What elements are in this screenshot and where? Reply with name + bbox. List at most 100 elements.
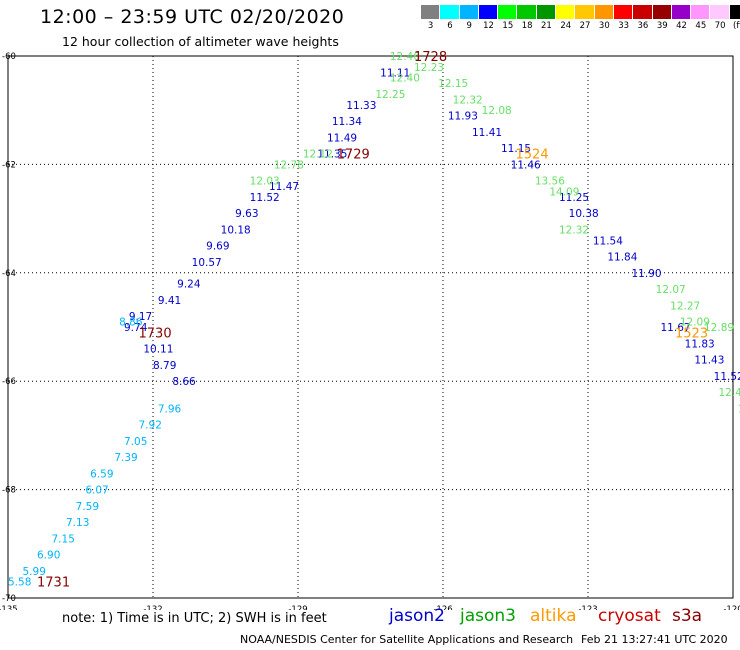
wave-height-label: 7.96 <box>158 403 182 415</box>
wave-height-label: 12.49 <box>738 403 740 415</box>
y-tick-label: -68 <box>2 486 16 496</box>
legend-altika: altika <box>530 606 577 626</box>
y-tick-label: -64 <box>2 269 16 279</box>
plot-frame <box>7 55 734 599</box>
wave-height-label: 13.56 <box>535 176 565 188</box>
wave-height-label: 9.69 <box>206 241 229 253</box>
wave-height-label: 11.25 <box>559 192 589 204</box>
wave-height-label: 10.18 <box>221 224 251 236</box>
wave-height-label: 11.54 <box>593 235 623 247</box>
scale-swatch <box>613 5 634 19</box>
scale-label: 12 <box>483 21 494 31</box>
scale-swatch <box>421 5 441 19</box>
scale-label: 3 <box>427 21 434 31</box>
wave-height-label: 11.43 <box>694 355 724 367</box>
y-tick-label: -60 <box>2 52 16 62</box>
x-tick-label: -123 <box>578 605 597 610</box>
wave-height-label: 9.74 <box>124 322 148 334</box>
wave-height-label: 11.41 <box>472 127 502 139</box>
scale-label: 70 <box>714 21 726 31</box>
y-tick-label: -62 <box>2 160 16 170</box>
wave-height-label: 11.15 <box>501 143 531 155</box>
wave-height-color-scale <box>421 5 740 19</box>
scale-swatch <box>633 5 653 19</box>
scale-label: 33 <box>618 21 630 31</box>
wave-height-label: 7.39 <box>114 452 137 464</box>
wave-height-label: 11.11 <box>380 67 410 79</box>
scale-swatch <box>729 5 740 19</box>
wave-height-label: 11.49 <box>327 132 357 144</box>
wave-height-label: 9.63 <box>235 208 258 220</box>
time-label: 1730 <box>139 326 172 341</box>
wave-height-label: 12.23 <box>414 62 444 74</box>
scale-swatch <box>691 5 711 19</box>
scale-swatch <box>498 5 518 19</box>
wave-height-label: 11.84 <box>607 252 637 264</box>
wave-height-label: 12.07 <box>656 284 686 296</box>
wave-height-label: 11.33 <box>346 100 376 112</box>
wave-height-label: 10.38 <box>569 208 599 220</box>
scale-label: 15 <box>502 21 514 31</box>
legend-jason3: jason3 <box>460 606 516 626</box>
wave-height-label: 12.46 <box>390 51 420 63</box>
scale-label: 36 <box>637 21 649 31</box>
scale-label: 9 <box>466 21 472 31</box>
scale-swatch <box>459 5 479 19</box>
wave-height-label: 12.08 <box>482 105 512 117</box>
scale-swatch <box>671 5 692 19</box>
wave-height-label: 11.52 <box>250 192 280 204</box>
scale-swatch <box>556 5 576 19</box>
x-tick-label: -135 <box>0 605 18 610</box>
time-label: 1524 <box>516 148 549 163</box>
wave-height-label: 6.07 <box>85 485 108 497</box>
scale-label: (ft) <box>733 21 740 31</box>
scale-label: 24 <box>560 21 572 31</box>
wave-height-label: 6.90 <box>37 550 60 562</box>
chart-subtitle: 12 hour collection of altimeter wave hei… <box>62 34 339 49</box>
wave-height-label: 10.57 <box>192 257 222 269</box>
wave-height-label: 12.12 <box>303 149 333 161</box>
chart-title: 12:00 – 23:59 UTC 02/20/2020 <box>40 6 345 28</box>
wave-height-label: 12.15 <box>438 78 468 90</box>
scale-swatch <box>710 5 730 19</box>
x-tick-label: -132 <box>143 605 162 610</box>
wave-height-label: 9.41 <box>158 295 181 307</box>
wave-height-label: 7.92 <box>139 420 162 432</box>
y-tick-label: -66 <box>2 377 16 387</box>
wave-height-label: 10.11 <box>143 344 173 356</box>
wave-height-label: 12.09 <box>680 317 710 329</box>
scale-swatch <box>440 5 460 19</box>
wave-height-label: 11.90 <box>632 268 662 280</box>
scale-label: 30 <box>598 21 610 31</box>
wave-height-label: 12.25 <box>375 89 405 101</box>
wave-height-label: 8.79 <box>153 360 176 372</box>
wave-height-label: 11.46 <box>511 159 541 171</box>
wave-height-label: 11.83 <box>685 338 715 350</box>
scale-swatch <box>594 5 614 19</box>
wave-height-label: 7.15 <box>52 533 75 545</box>
time-label: 1729 <box>337 148 370 163</box>
wave-height-label: 11.52 <box>714 371 740 383</box>
wave-height-label: 12.27 <box>670 300 700 312</box>
wave-height-label: 7.59 <box>76 501 99 513</box>
scale-swatch <box>517 5 537 19</box>
wave-height-label: 11.47 <box>269 181 299 193</box>
scale-swatch <box>575 5 595 19</box>
scale-swatch <box>478 5 499 19</box>
wave-height-label: 8.66 <box>172 376 196 388</box>
wave-height-label: 14.09 <box>549 187 579 199</box>
legend-cryosat: cryosat <box>598 606 661 626</box>
time-label: 1728 <box>414 50 447 65</box>
wave-height-label: 12.32 <box>559 224 589 236</box>
wave-height-label: 12.41 <box>719 387 740 399</box>
x-tick-label: -129 <box>288 605 307 610</box>
scale-label: 6 <box>447 21 453 31</box>
scale-swatch <box>536 5 557 19</box>
wave-height-label: 5.58 <box>8 577 31 589</box>
altimeter-chart: -135 -132 -129 -126 -123 -120 -60 -62 -64 -66 -68 -… <box>0 50 740 610</box>
wave-height-label: 5.99 <box>23 566 46 578</box>
scale-swatch <box>652 5 672 19</box>
y-tick-label: -70 <box>2 594 16 604</box>
scale-label: 21 <box>541 21 552 31</box>
scale-label: 27 <box>579 21 591 31</box>
